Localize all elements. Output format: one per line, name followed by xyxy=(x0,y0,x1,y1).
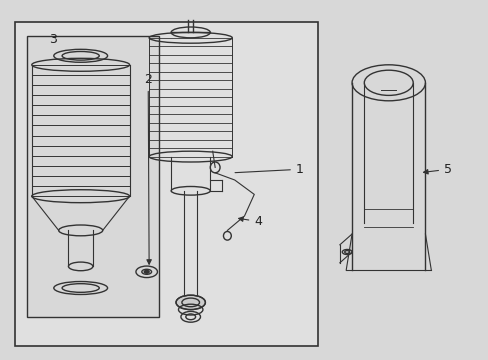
Text: 2: 2 xyxy=(144,73,152,264)
Text: 3: 3 xyxy=(49,33,57,46)
Text: 1: 1 xyxy=(235,163,303,176)
Bar xyxy=(27,36,159,317)
Bar xyxy=(15,22,317,346)
Ellipse shape xyxy=(144,270,149,273)
Text: 5: 5 xyxy=(423,163,451,176)
Text: 4: 4 xyxy=(238,215,262,228)
Ellipse shape xyxy=(176,295,205,310)
